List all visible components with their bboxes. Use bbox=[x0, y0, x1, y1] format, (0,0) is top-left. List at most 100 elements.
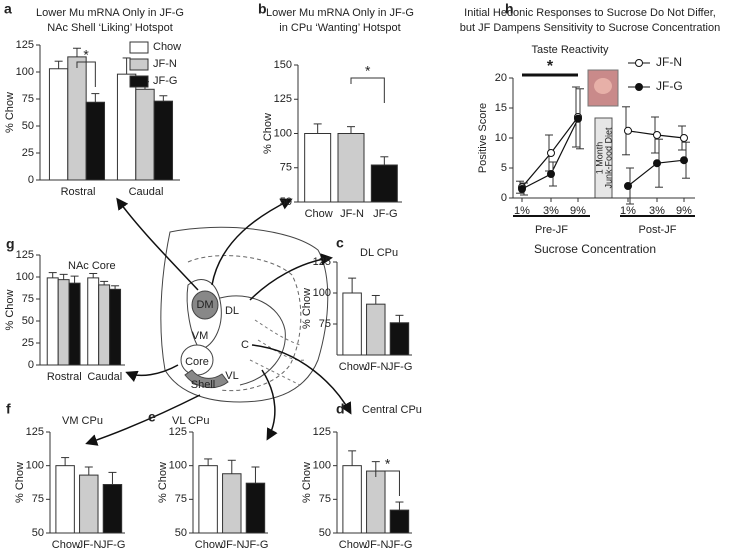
y-tick-label: 50 bbox=[22, 120, 34, 132]
x-tick-label: JF-N bbox=[365, 361, 389, 373]
bar bbox=[366, 470, 386, 534]
y-tick-label: 75 bbox=[22, 93, 34, 105]
y-tick-label: 125 bbox=[16, 39, 34, 51]
chart-title: Lower Mu mRNA Only in JF-G bbox=[266, 7, 414, 19]
x-tick-label: JF-G bbox=[244, 539, 268, 550]
y-axis-label: % Chow bbox=[4, 289, 16, 330]
x-tick-label: Rostral bbox=[61, 186, 96, 198]
bar bbox=[370, 164, 398, 203]
bar bbox=[366, 303, 386, 356]
point bbox=[680, 134, 688, 142]
y-tick-label: 50 bbox=[22, 315, 34, 327]
y-axis-label: % Chow bbox=[301, 462, 313, 503]
y-tick-label: 0 bbox=[501, 192, 507, 204]
bar bbox=[109, 288, 122, 366]
y-tick-label: 75 bbox=[280, 162, 292, 174]
bar bbox=[98, 284, 111, 366]
region-label: C bbox=[241, 339, 249, 351]
point bbox=[547, 170, 555, 178]
x-axis-label: Sucrose Concentration bbox=[534, 242, 656, 256]
y-tick-label: 50 bbox=[32, 527, 44, 539]
y-tick-label: 50 bbox=[280, 196, 292, 208]
group-label: Post-JF bbox=[639, 224, 677, 236]
x-tick-label: JF-G bbox=[373, 208, 397, 220]
plot-title: Taste Reactivity bbox=[531, 44, 609, 56]
x-tick-label: Caudal bbox=[129, 186, 164, 198]
diet-label: Junk-Food Diet bbox=[603, 127, 613, 189]
legend-swatch bbox=[129, 41, 149, 54]
y-axis-label: % Chow bbox=[4, 92, 16, 133]
significance-star: * bbox=[385, 456, 391, 472]
x-tick-label: Chow bbox=[339, 361, 367, 373]
region-label: Core bbox=[185, 356, 209, 368]
panel-letter: h bbox=[505, 1, 514, 17]
y-tick-label: 150 bbox=[274, 59, 292, 71]
chart-title: Initial Hedonic Responses to Sucrose Do … bbox=[464, 7, 716, 19]
point bbox=[624, 182, 632, 190]
region-label: VL bbox=[225, 370, 238, 382]
x-tick-label: JF-N bbox=[78, 539, 102, 550]
x-tick-label: Caudal bbox=[87, 371, 122, 383]
x-tick-label: 1% bbox=[514, 205, 530, 217]
y-axis-label: % Chow bbox=[157, 462, 169, 503]
y-tick-label: 125 bbox=[313, 256, 331, 268]
y-tick-label: 100 bbox=[26, 460, 44, 472]
y-tick-label: 0 bbox=[28, 359, 34, 371]
chart-subtitle: but JF Dampens Sensitivity to Sucrose Co… bbox=[460, 22, 720, 34]
x-tick-label: JF-N bbox=[340, 208, 364, 220]
bar bbox=[67, 56, 87, 181]
panel-letter: a bbox=[4, 1, 12, 17]
x-tick-label: Chow bbox=[195, 539, 223, 550]
significance-star: * bbox=[547, 58, 554, 75]
legend-swatch bbox=[129, 58, 149, 71]
bar bbox=[46, 277, 59, 366]
bar bbox=[389, 509, 410, 534]
chart-title: NAc Core bbox=[68, 260, 116, 272]
bar bbox=[342, 292, 362, 356]
x-tick-label: 9% bbox=[676, 205, 692, 217]
chart-subtitle: in CPu ‘Wanting’ Hotspot bbox=[279, 22, 400, 34]
significance-bracket bbox=[375, 470, 400, 496]
y-tick-label: 100 bbox=[169, 460, 187, 472]
y-tick-label: 100 bbox=[16, 271, 34, 283]
y-tick-label: 25 bbox=[22, 337, 34, 349]
bar bbox=[116, 73, 137, 181]
y-tick-label: 100 bbox=[313, 287, 331, 299]
y-tick-label: 50 bbox=[175, 527, 187, 539]
significance-star: * bbox=[83, 47, 89, 63]
legend-label: JF-G bbox=[656, 79, 683, 93]
x-tick-label: JF-N bbox=[365, 539, 389, 550]
panel-letter: g bbox=[6, 236, 15, 252]
significance-star: * bbox=[365, 63, 371, 79]
y-axis-label: % Chow bbox=[301, 288, 313, 329]
y-tick-label: 125 bbox=[169, 426, 187, 438]
legend-label: JF-N bbox=[153, 58, 177, 70]
y-axis-label: % Chow bbox=[14, 462, 26, 503]
x-tick-label: JF-G bbox=[388, 361, 412, 373]
bar bbox=[153, 100, 174, 181]
bar bbox=[57, 279, 70, 366]
y-tick-label: 75 bbox=[319, 318, 331, 330]
x-tick-label: Chow bbox=[305, 208, 333, 220]
bar bbox=[342, 465, 362, 534]
x-tick-label: 3% bbox=[649, 205, 665, 217]
panel-letter: f bbox=[6, 401, 11, 417]
y-tick-label: 75 bbox=[175, 493, 187, 505]
legend-label: JF-N bbox=[656, 55, 682, 69]
region-label: VM bbox=[192, 330, 209, 342]
y-axis-label: Positive Score bbox=[477, 103, 489, 173]
bar bbox=[48, 68, 69, 181]
bar bbox=[389, 322, 410, 356]
y-axis-label: % Chow bbox=[262, 113, 274, 154]
bar bbox=[198, 465, 218, 534]
bar bbox=[102, 484, 123, 534]
chart-title: Central CPu bbox=[362, 404, 422, 416]
panel-letter: d bbox=[336, 401, 345, 417]
photo bbox=[587, 69, 619, 107]
y-tick-label: 25 bbox=[22, 147, 34, 159]
x-tick-label: Chow bbox=[52, 539, 80, 550]
diet-label: 1 Month bbox=[594, 142, 604, 175]
bar bbox=[85, 101, 106, 181]
panel-letter: c bbox=[336, 235, 344, 251]
